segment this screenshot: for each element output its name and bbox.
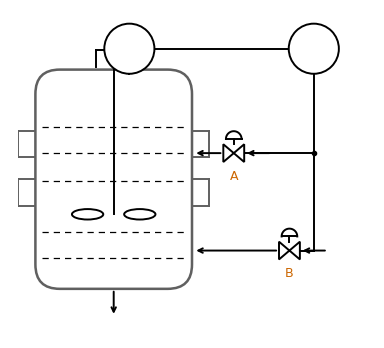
Polygon shape bbox=[290, 242, 300, 260]
Text: A: A bbox=[230, 169, 238, 183]
Ellipse shape bbox=[72, 209, 103, 220]
Ellipse shape bbox=[124, 209, 156, 220]
Polygon shape bbox=[279, 242, 290, 260]
Polygon shape bbox=[223, 144, 234, 162]
Polygon shape bbox=[234, 144, 244, 162]
Text: PC: PC bbox=[305, 42, 323, 55]
Text: TT: TT bbox=[121, 42, 137, 55]
Circle shape bbox=[289, 24, 339, 74]
Text: B: B bbox=[285, 267, 294, 280]
Circle shape bbox=[104, 24, 154, 74]
FancyBboxPatch shape bbox=[35, 70, 192, 289]
